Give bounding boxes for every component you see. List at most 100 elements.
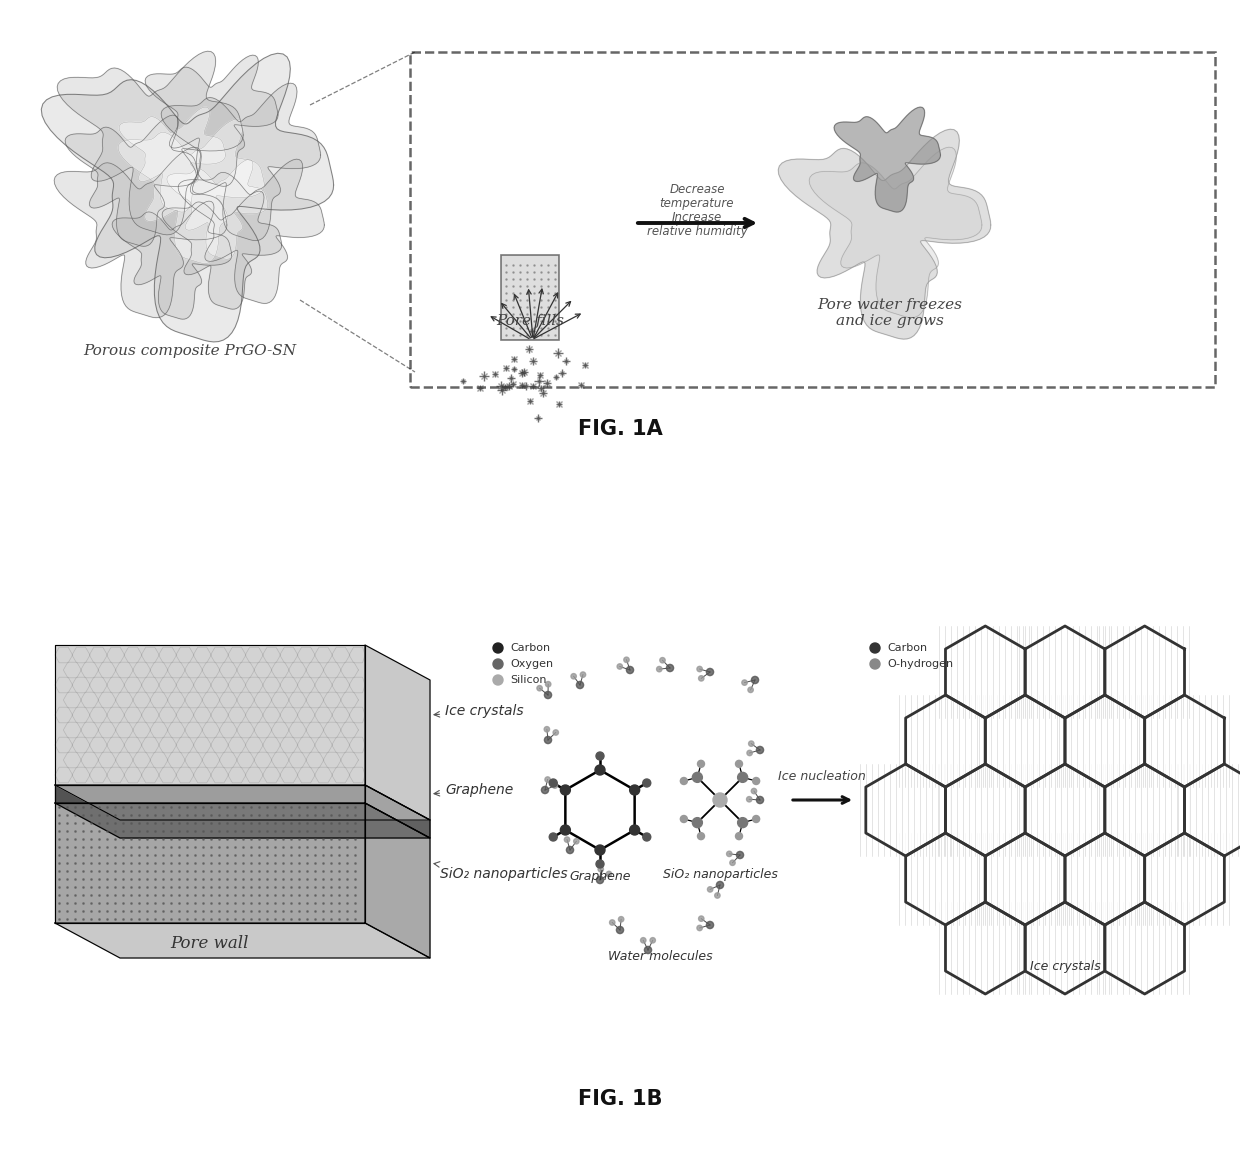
Polygon shape [1145,695,1224,787]
Text: Ice nucleation: Ice nucleation [779,770,866,783]
Circle shape [650,938,656,943]
Circle shape [707,669,713,676]
Polygon shape [945,626,1025,717]
Circle shape [610,920,615,925]
Polygon shape [118,120,264,264]
Circle shape [717,881,724,888]
Circle shape [544,692,552,699]
Circle shape [596,860,604,868]
Circle shape [619,916,624,922]
Circle shape [552,783,558,788]
Circle shape [727,851,732,857]
Circle shape [580,672,585,677]
Circle shape [746,750,753,756]
Polygon shape [167,159,268,259]
Polygon shape [1025,626,1105,717]
Circle shape [713,793,727,807]
Circle shape [544,777,551,783]
Circle shape [698,916,704,922]
Polygon shape [57,51,243,235]
Circle shape [692,772,702,783]
Polygon shape [66,115,198,246]
Circle shape [494,659,503,669]
Circle shape [596,752,604,760]
Text: Increase: Increase [672,211,722,224]
Circle shape [560,785,570,795]
Polygon shape [55,803,365,923]
Text: Carbon: Carbon [887,643,928,652]
Polygon shape [1025,902,1105,994]
Polygon shape [365,785,430,838]
Circle shape [714,893,720,899]
Circle shape [870,643,880,652]
Circle shape [738,772,748,783]
Polygon shape [1065,832,1145,925]
Circle shape [666,664,673,671]
Polygon shape [179,159,325,303]
Polygon shape [41,53,334,341]
Polygon shape [55,646,365,785]
Polygon shape [1184,764,1240,856]
Polygon shape [119,107,226,212]
Polygon shape [835,107,940,212]
Polygon shape [162,192,281,309]
Polygon shape [866,764,945,856]
Polygon shape [945,764,1025,856]
Circle shape [606,871,611,877]
Circle shape [708,887,713,892]
Polygon shape [55,803,430,838]
Circle shape [697,832,704,839]
Circle shape [642,832,651,841]
Polygon shape [1105,902,1184,994]
Circle shape [595,845,605,854]
Text: Pore fills: Pore fills [496,313,564,329]
Text: relative humidity: relative humidity [647,225,748,238]
Circle shape [630,825,640,835]
Circle shape [616,926,624,933]
Circle shape [735,832,743,839]
Circle shape [645,946,651,953]
Text: FIG. 1B: FIG. 1B [578,1089,662,1109]
Circle shape [737,851,744,859]
Circle shape [560,825,570,835]
Circle shape [595,765,605,776]
Circle shape [542,786,548,794]
Text: Graphene: Graphene [434,783,513,796]
Circle shape [746,796,751,802]
Circle shape [748,687,754,693]
Text: SiO₂ nanoparticles: SiO₂ nanoparticles [434,861,568,881]
Polygon shape [161,84,321,240]
Polygon shape [112,201,232,319]
Circle shape [681,778,687,785]
Circle shape [624,657,629,663]
Circle shape [870,659,880,669]
Circle shape [697,925,702,931]
Circle shape [570,673,577,679]
Polygon shape [55,785,365,803]
Circle shape [549,832,557,841]
Circle shape [564,837,569,843]
Circle shape [494,643,503,652]
Circle shape [577,682,584,688]
Text: O-hydrogen: O-hydrogen [887,659,954,669]
Circle shape [574,838,579,844]
Circle shape [660,657,665,663]
Circle shape [756,796,764,803]
Text: Ice crystals: Ice crystals [434,704,523,717]
Polygon shape [945,902,1025,994]
Circle shape [641,938,646,943]
Bar [501,255,559,340]
Text: Decrease: Decrease [670,183,724,196]
Circle shape [596,877,604,884]
Circle shape [618,664,622,669]
Circle shape [692,817,702,828]
Circle shape [598,866,604,872]
Text: Water molecules: Water molecules [608,950,712,962]
Text: Oxygen: Oxygen [510,659,553,669]
Text: Porous composite PrGO-SN: Porous composite PrGO-SN [83,344,296,358]
Circle shape [707,922,713,929]
Polygon shape [1145,832,1224,925]
Polygon shape [365,803,430,958]
Polygon shape [55,785,430,820]
Circle shape [656,666,662,672]
